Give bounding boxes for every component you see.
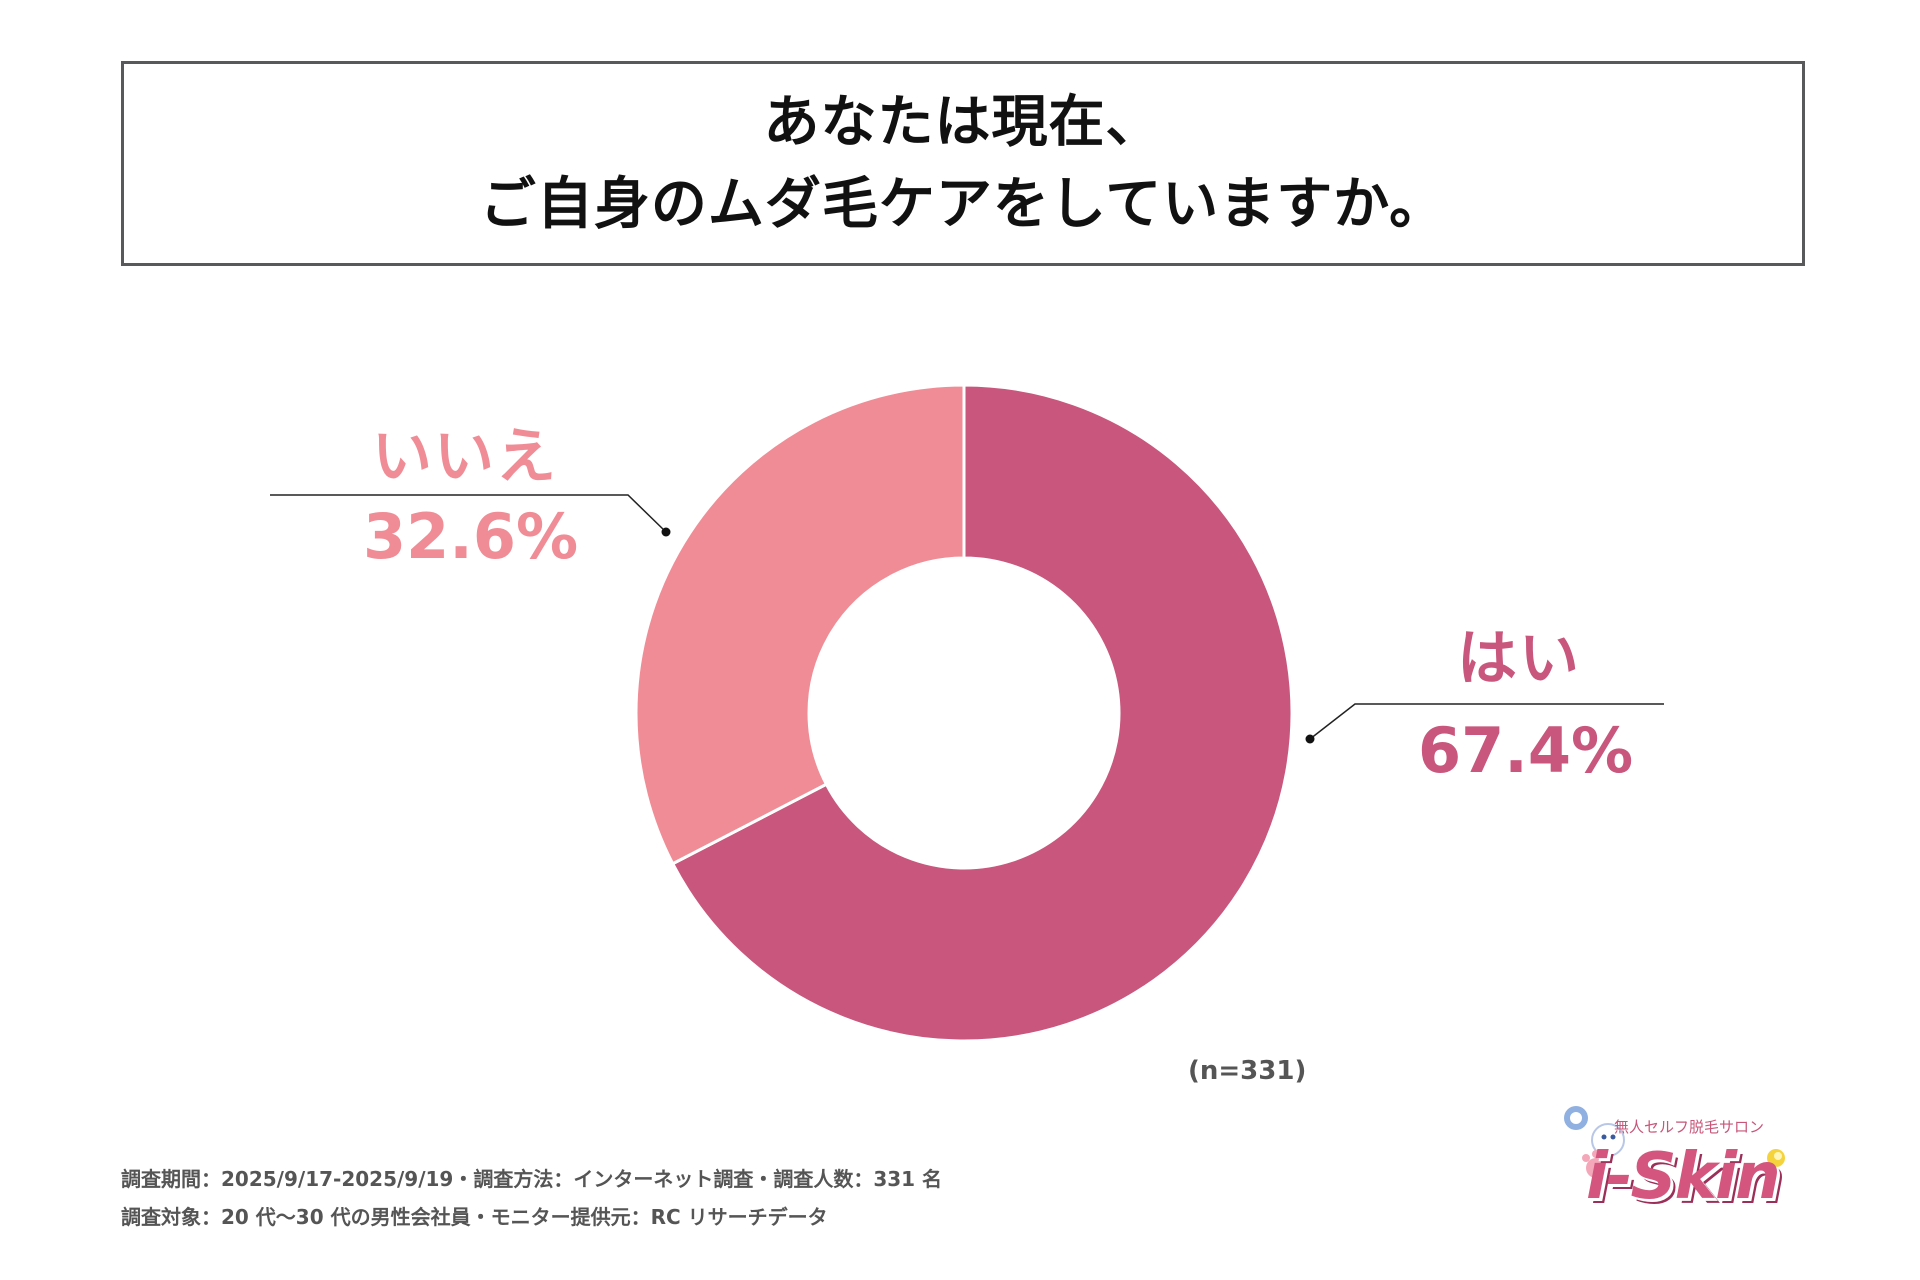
chart-title-line2: ご自身のムダ毛ケアをしていますか。	[479, 171, 1447, 237]
leader-line-no-dot	[661, 527, 671, 537]
footer-survey-info: 調査期間：2025/9/17-2025/9/19・調査方法：インターネット調査・…	[121, 1167, 943, 1191]
leader-line-no	[270, 494, 667, 533]
donut-slice-yes	[670, 383, 1294, 1043]
donut-slice-no	[634, 383, 966, 866]
leader-line-yes	[1309, 703, 1664, 740]
logo-wordmark: i-Skin	[1586, 1140, 1781, 1214]
chart-title-line1: あなたは現在、	[763, 89, 1163, 155]
sample-size-note: (n=331)	[1188, 1056, 1307, 1086]
logo-tagline: 無人セルフ脱毛サロン	[1614, 1118, 1765, 1136]
label-value-no: 32.6%	[363, 500, 579, 573]
label-category-no: いいえ	[372, 422, 558, 492]
brand-logo: 無人セルフ脱毛サロン i-Skin	[1556, 1098, 1806, 1228]
title-box: あなたは現在、 ご自身のムダ毛ケアをしていますか。	[121, 61, 1805, 266]
label-category-yes: はい	[1457, 624, 1581, 694]
label-value-yes: 67.4%	[1418, 714, 1634, 787]
footer-survey-target: 調査対象：20 代〜30 代の男性会社員・モニター提供元：RC リサーチデータ	[121, 1205, 828, 1229]
leader-line-yes-dot	[1305, 734, 1315, 744]
